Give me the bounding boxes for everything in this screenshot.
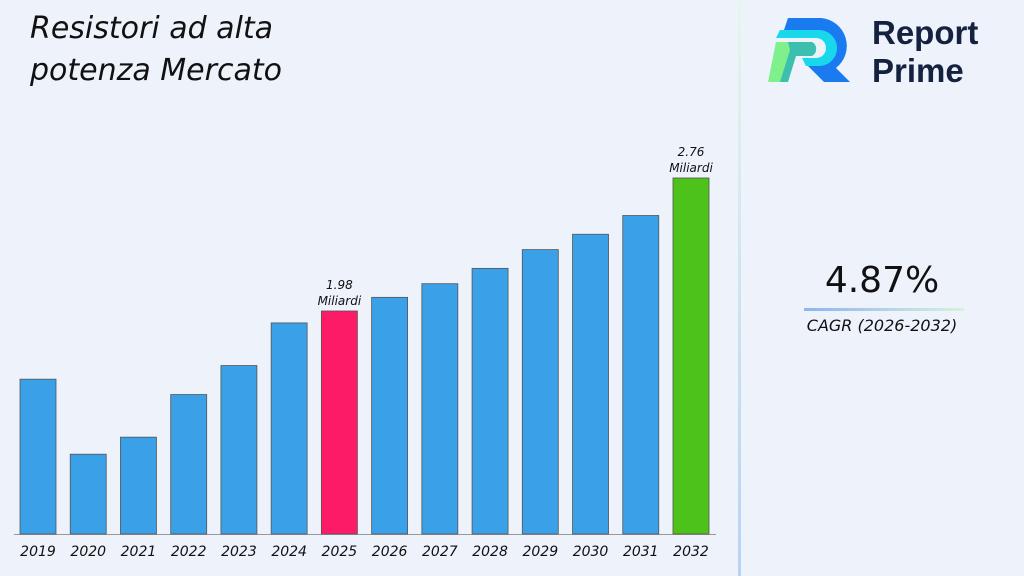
data-label-value: 2.76 (678, 145, 705, 159)
report-prime-logo-icon (768, 18, 850, 82)
brand-line1: Report (872, 14, 979, 51)
x-tick-label: 2024 (271, 544, 307, 560)
bar-2030 (572, 233, 609, 535)
bar-2023 (220, 365, 258, 535)
bar-2019 (19, 378, 57, 535)
cagr-underline (804, 308, 964, 311)
x-tick-label: 2032 (673, 544, 709, 560)
bar-2026 (371, 296, 409, 535)
data-label-unit: Miliardi (318, 294, 362, 308)
bar-2022 (170, 394, 208, 535)
bar-2024 (270, 322, 308, 535)
bar-2029 (521, 249, 559, 535)
x-tick-label: 2031 (623, 544, 659, 560)
x-tick-label: 2028 (472, 544, 508, 560)
x-tick-label: 2022 (171, 544, 207, 560)
cagr-label: CAGR (2026-2032) (806, 316, 958, 335)
bar-2027 (421, 283, 459, 535)
x-tick-label: 2025 (322, 544, 358, 560)
bar-2025 (320, 310, 358, 535)
cagr-value: 4.87% (824, 260, 940, 301)
x-tick-label: 2019 (20, 544, 56, 560)
bar-2028 (471, 267, 509, 535)
x-tick-label: 2030 (573, 544, 609, 560)
bar-2032 (672, 177, 710, 535)
brand-name: Report Prime (872, 14, 978, 90)
bar-2031 (622, 215, 660, 535)
x-tick-label: 2026 (372, 544, 408, 560)
x-tick-label: 2023 (221, 544, 257, 560)
data-label-value: 1.98 (326, 278, 353, 292)
x-tick-label: 2020 (70, 544, 106, 560)
x-tick-label: 2027 (422, 544, 458, 560)
x-tick-label: 2029 (522, 544, 558, 560)
bar-2021 (120, 436, 157, 535)
bar-chart: 2019 2020 2021 2022 2023 2024 2025 1.98 Miliardi… (14, 145, 716, 560)
divider (738, 0, 741, 576)
bar-2020 (69, 453, 107, 535)
brand-line2: Prime (872, 52, 964, 89)
x-tick-label: 2021 (121, 544, 157, 560)
data-label-unit: Miliardi (669, 161, 713, 175)
chart-title: Resistori ad alta potenza Mercato (30, 11, 282, 88)
